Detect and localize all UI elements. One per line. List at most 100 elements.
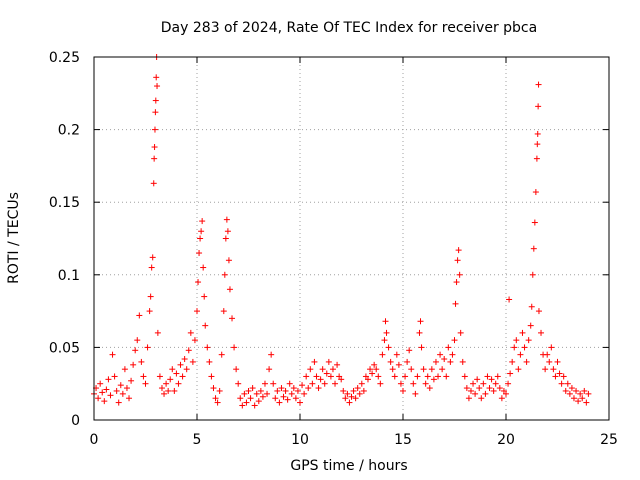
data-point xyxy=(525,337,532,344)
data-point xyxy=(530,245,537,252)
data-point xyxy=(354,385,361,392)
data-point xyxy=(97,380,104,387)
data-point xyxy=(356,390,363,397)
x-tick-label: 15 xyxy=(394,432,412,448)
data-point xyxy=(317,376,324,383)
data-point xyxy=(206,358,213,365)
x-tick-label: 5 xyxy=(193,432,202,448)
data-point xyxy=(452,300,459,307)
data-point xyxy=(200,264,207,271)
data-point xyxy=(406,347,413,354)
data-point xyxy=(280,393,287,400)
data-point xyxy=(402,373,409,380)
chart-title: Day 283 of 2024, Rate Of TEC Index for r… xyxy=(161,20,537,36)
data-point xyxy=(350,387,357,394)
data-point xyxy=(194,308,200,315)
data-point xyxy=(451,337,458,344)
data-point xyxy=(379,351,386,358)
data-point xyxy=(288,390,295,397)
data-point xyxy=(204,344,211,351)
data-point xyxy=(128,377,135,384)
data-point xyxy=(546,358,553,365)
data-point xyxy=(472,390,479,397)
data-point xyxy=(383,329,390,336)
data-point xyxy=(338,376,345,383)
data-point xyxy=(156,373,163,380)
data-point xyxy=(274,387,281,394)
data-point xyxy=(511,344,518,351)
data-point xyxy=(459,358,466,365)
data-point xyxy=(216,387,223,394)
data-point xyxy=(467,387,474,394)
data-point xyxy=(352,395,359,402)
data-point xyxy=(534,141,541,148)
data-point xyxy=(95,395,102,402)
data-point xyxy=(342,395,349,402)
data-point xyxy=(183,366,190,373)
data-point xyxy=(105,376,112,383)
data-point xyxy=(305,385,312,392)
data-point xyxy=(369,370,376,377)
data-point xyxy=(196,250,203,257)
data-point xyxy=(323,370,330,377)
data-point xyxy=(138,358,145,365)
data-point xyxy=(147,293,154,300)
y-tick-label: 0.05 xyxy=(49,340,80,356)
data-point xyxy=(319,366,326,373)
data-point xyxy=(169,366,176,373)
data-point xyxy=(189,358,196,365)
x-tick-label: 10 xyxy=(291,432,309,448)
data-point xyxy=(461,373,468,380)
data-point xyxy=(179,373,186,380)
data-point xyxy=(278,385,285,392)
data-point xyxy=(360,387,367,394)
data-point xyxy=(154,329,161,336)
data-point xyxy=(107,392,114,399)
data-point xyxy=(117,382,124,389)
data-point xyxy=(463,385,470,392)
data-point xyxy=(381,337,388,344)
x-tick-label: 0 xyxy=(90,432,99,448)
data-point xyxy=(198,228,205,235)
data-point xyxy=(99,389,106,396)
data-point xyxy=(146,308,153,315)
data-point xyxy=(523,358,530,365)
data-point xyxy=(334,361,341,368)
data-point xyxy=(521,344,528,351)
y-tick-label: 0.2 xyxy=(58,123,80,139)
data-point xyxy=(208,373,215,380)
data-point xyxy=(247,395,254,402)
data-point xyxy=(575,398,582,405)
data-point xyxy=(191,337,198,344)
data-point xyxy=(313,373,320,380)
data-point xyxy=(109,351,116,358)
data-point xyxy=(517,351,524,358)
data-point xyxy=(222,235,229,242)
data-point xyxy=(410,380,417,387)
x-tick-label: 25 xyxy=(600,432,618,448)
data-point xyxy=(432,358,439,365)
data-point xyxy=(282,387,289,394)
data-point xyxy=(171,387,178,394)
data-point xyxy=(455,247,462,254)
data-point xyxy=(385,344,392,351)
data-point xyxy=(249,385,256,392)
data-point xyxy=(226,286,233,293)
data-point xyxy=(224,228,231,235)
data-point xyxy=(119,390,126,397)
data-point xyxy=(101,398,108,405)
data-point xyxy=(325,358,332,365)
data-point xyxy=(585,390,592,397)
data-point xyxy=(152,97,159,104)
data-point xyxy=(371,361,378,368)
data-point xyxy=(270,380,277,387)
data-point xyxy=(430,376,437,383)
data-point xyxy=(311,358,318,365)
x-axis-label: GPS time / hours xyxy=(290,458,407,474)
data-point xyxy=(542,366,549,373)
y-tick-labels: 0 0.05 0.1 0.15 0.2 0.25 xyxy=(49,50,80,429)
data-point xyxy=(344,390,351,397)
data-point xyxy=(531,219,538,226)
data-point xyxy=(163,380,170,387)
data-point xyxy=(136,312,143,319)
